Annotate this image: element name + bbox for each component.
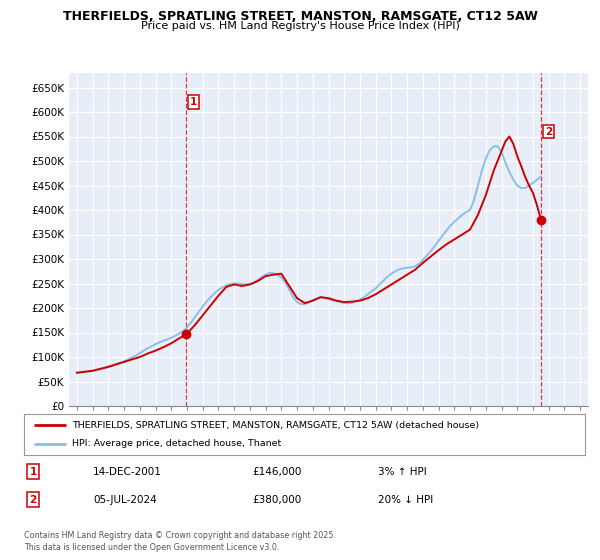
Text: THERFIELDS, SPRATLING STREET, MANSTON, RAMSGATE, CT12 5AW: THERFIELDS, SPRATLING STREET, MANSTON, R…: [62, 10, 538, 23]
Text: 1: 1: [190, 97, 197, 107]
Text: 14-DEC-2001: 14-DEC-2001: [93, 466, 162, 477]
Text: 2: 2: [29, 494, 37, 505]
Text: £380,000: £380,000: [252, 494, 301, 505]
Text: 1: 1: [29, 466, 37, 477]
Text: THERFIELDS, SPRATLING STREET, MANSTON, RAMSGATE, CT12 5AW (detached house): THERFIELDS, SPRATLING STREET, MANSTON, R…: [71, 421, 479, 430]
Text: HPI: Average price, detached house, Thanet: HPI: Average price, detached house, Than…: [71, 440, 281, 449]
Text: £146,000: £146,000: [252, 466, 301, 477]
Text: 05-JUL-2024: 05-JUL-2024: [93, 494, 157, 505]
Text: 2: 2: [545, 127, 552, 137]
Text: Contains HM Land Registry data © Crown copyright and database right 2025.
This d: Contains HM Land Registry data © Crown c…: [24, 531, 336, 552]
Text: 3% ↑ HPI: 3% ↑ HPI: [378, 466, 427, 477]
Text: Price paid vs. HM Land Registry's House Price Index (HPI): Price paid vs. HM Land Registry's House …: [140, 21, 460, 31]
Text: 20% ↓ HPI: 20% ↓ HPI: [378, 494, 433, 505]
